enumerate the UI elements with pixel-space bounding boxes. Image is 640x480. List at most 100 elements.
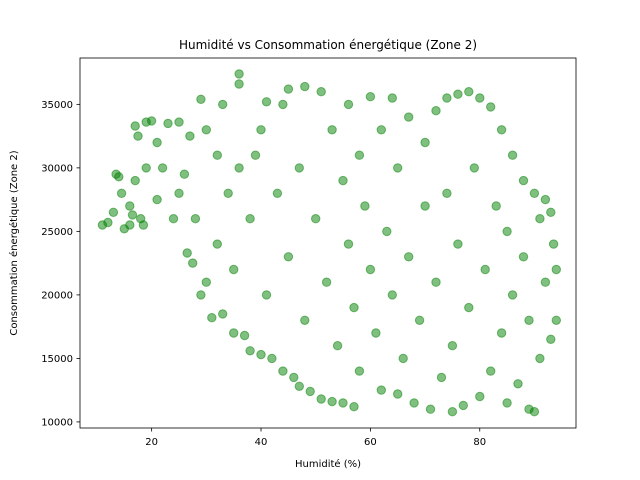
data-point: [529, 188, 540, 199]
data-point: [486, 366, 496, 376]
data-point: [338, 175, 348, 186]
data-point: [179, 169, 190, 179]
data-point: [185, 131, 195, 141]
data-point: [502, 226, 512, 237]
data-point: [174, 188, 184, 199]
data-point: [360, 201, 370, 211]
data-point: [540, 194, 551, 205]
data-point: [382, 226, 392, 237]
data-point: [212, 150, 223, 160]
data-point: [207, 313, 217, 323]
x-axis-ticks: 20 40 60 80: [145, 428, 486, 448]
data-point: [442, 188, 452, 199]
data-point: [261, 97, 272, 107]
data-point: [442, 93, 452, 103]
data-point: [548, 239, 559, 249]
data-point: [316, 87, 326, 97]
data-point: [152, 194, 162, 205]
data-point: [116, 188, 127, 199]
data-point: [327, 125, 337, 135]
data-point: [414, 315, 425, 325]
data-point: [453, 239, 463, 249]
data-point: [447, 341, 458, 351]
data-point: [239, 330, 250, 341]
data-point: [130, 175, 140, 186]
data-point: [223, 188, 233, 199]
data-point: [496, 125, 507, 135]
data-point: [535, 214, 545, 224]
data-point: [343, 239, 354, 249]
data-point: [272, 188, 283, 199]
data-point: [551, 264, 561, 275]
data-point: [475, 93, 485, 103]
data-point: [518, 252, 529, 262]
data-point: [125, 201, 135, 211]
data-point: [103, 217, 113, 228]
data-point: [502, 398, 512, 408]
data-point: [409, 398, 419, 408]
data-point: [289, 372, 299, 383]
data-point: [343, 99, 354, 110]
data-point: [376, 385, 386, 395]
data-point: [387, 290, 397, 300]
data-point: [496, 328, 507, 338]
y-axis-ticks: 10000 15000 20000 25000 30000 35000: [41, 100, 80, 428]
data-point: [305, 386, 315, 397]
data-point: [125, 220, 135, 230]
data-point: [387, 93, 397, 103]
data-point: [354, 366, 365, 376]
data-point: [114, 172, 124, 182]
x-tick-label: 20: [145, 437, 158, 448]
data-point: [371, 328, 381, 338]
x-tick-label: 40: [255, 437, 268, 448]
data-point: [212, 239, 223, 249]
data-point: [507, 150, 518, 160]
data-point: [398, 353, 408, 364]
data-point: [431, 106, 441, 116]
data-point: [283, 252, 294, 262]
data-point: [338, 398, 348, 408]
data-point: [464, 87, 474, 97]
data-point: [234, 79, 244, 89]
data-point: [229, 264, 239, 275]
data-point: [425, 404, 436, 414]
data-point: [218, 309, 228, 319]
data-point: [546, 334, 556, 344]
y-tick-label: 35000: [41, 100, 73, 111]
data-point: [141, 163, 151, 173]
data-point: [431, 277, 441, 287]
data-point: [540, 277, 551, 287]
data-point: [157, 163, 168, 173]
y-axis-label: Consommation énergétique (Zone 2): [8, 150, 20, 335]
data-point: [327, 396, 337, 407]
data-point: [152, 137, 162, 148]
data-point: [294, 163, 304, 173]
data-point: [475, 391, 485, 402]
data-point: [507, 290, 518, 300]
data-point: [278, 99, 288, 110]
data-point: [256, 349, 266, 360]
x-tick-label: 60: [364, 437, 377, 448]
data-point: [146, 116, 157, 126]
chart-title: Humidité vs Consommation énergétique (Zo…: [179, 38, 477, 52]
data-point: [316, 394, 326, 404]
data-point: [300, 315, 310, 325]
data-point: [218, 99, 228, 110]
data-point: [453, 89, 463, 99]
y-tick-label: 25000: [41, 227, 73, 238]
data-point: [196, 94, 206, 105]
data-point: [349, 402, 359, 412]
data-point: [234, 163, 244, 173]
data-point: [229, 328, 239, 338]
data-point: [365, 92, 376, 102]
data-point: [245, 346, 255, 356]
data-point: [245, 214, 255, 224]
data-point: [551, 315, 561, 325]
data-point: [529, 407, 540, 417]
data-point: [393, 163, 403, 173]
data-point: [447, 407, 458, 417]
plot-frame: [79, 57, 577, 429]
data-point: [321, 277, 332, 287]
y-tick-label: 15000: [41, 354, 73, 365]
